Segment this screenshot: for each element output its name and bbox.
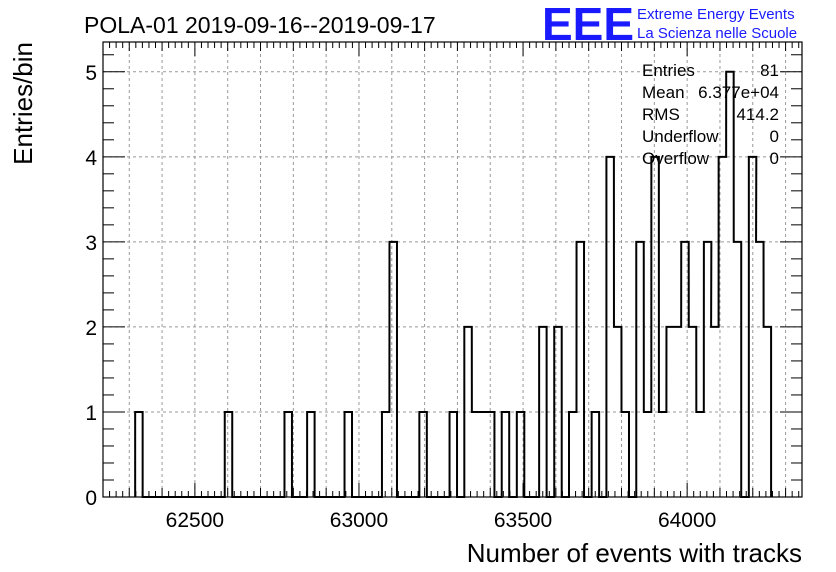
histogram-bin [554, 327, 561, 497]
histogram-bin [749, 157, 756, 497]
tick-labels: 0 1 2 3 4 5 62500 63000 63500 64000 [85, 62, 716, 532]
eee-logo: EEE Extreme Energy Events La Scienza nel… [542, 0, 797, 50]
eee-logo-line2: La Scienza nelle Scuole [637, 25, 797, 42]
stats-underflow-value: 0 [770, 127, 779, 146]
stats-rms-value: 414.2 [736, 105, 779, 124]
histogram-bin [382, 412, 389, 497]
histogram-bin [135, 412, 142, 497]
histogram-bin [636, 242, 643, 497]
stats-mean-label: Mean [642, 83, 685, 102]
stats-overflow-value: 0 [770, 149, 779, 168]
histogram-bin [592, 412, 599, 497]
histogram-bin [472, 412, 479, 497]
histogram-bin [225, 412, 232, 497]
histogram-bin [622, 412, 629, 497]
stats-rms-label: RMS [642, 105, 680, 124]
stats-entries-label: Entries [642, 61, 695, 80]
y-tick-label: 4 [85, 147, 97, 170]
histogram-bin [419, 412, 426, 497]
x-tick-label: 63000 [330, 509, 388, 532]
x-axis-title: Number of events with tracks [467, 538, 802, 568]
y-tick-label: 5 [85, 62, 97, 85]
histogram-bin [666, 327, 673, 497]
histogram-bin [711, 327, 718, 497]
histogram-bin [464, 327, 471, 497]
histogram-bin [389, 242, 396, 497]
histogram-bin [502, 412, 509, 497]
x-tick-label: 64000 [658, 509, 716, 532]
histogram-bin [606, 157, 613, 497]
histogram-bin [704, 242, 711, 497]
stats-underflow-label: Underflow [642, 127, 719, 146]
plot-frame [102, 41, 803, 498]
stats-box: Entries 81 Mean 6.377e+04 RMS 414.2 Unde… [642, 61, 779, 168]
y-tick-label: 3 [85, 232, 97, 255]
histogram-bin [307, 412, 314, 497]
histogram-bin [345, 412, 352, 497]
histogram-bin [569, 412, 576, 497]
histogram-bin [689, 327, 696, 497]
histogram-bin [719, 157, 726, 497]
histogram-bin [651, 157, 658, 497]
y-tick-label: 1 [85, 402, 97, 425]
histogram-bin [577, 242, 584, 497]
histogram-bin [539, 327, 546, 497]
y-axis-title: Entries/bin [8, 42, 38, 165]
histogram-bin [681, 242, 688, 497]
histogram-bin [517, 412, 524, 497]
eee-logo-line1: Extreme Energy Events [637, 6, 795, 23]
histogram-bin [734, 242, 741, 497]
histogram-bin [764, 327, 771, 497]
stats-mean-value: 6.377e+04 [698, 83, 779, 102]
y-tick-label: 0 [85, 487, 97, 510]
stats-entries-value: 81 [760, 61, 779, 80]
histogram-bin [756, 242, 763, 497]
histogram-bin [674, 327, 681, 497]
histogram-bin [659, 412, 666, 497]
histogram-bin [284, 412, 291, 497]
stats-overflow-label: Overflow [642, 149, 710, 168]
chart-title: POLA-01 2019-09-16--2019-09-17 [84, 12, 436, 38]
histogram-bin [696, 412, 703, 497]
histogram-bin [450, 412, 457, 497]
x-tick-label: 63500 [494, 509, 552, 532]
y-tick-label: 2 [85, 317, 97, 340]
histogram-bin [726, 72, 733, 497]
histogram-bin [479, 412, 486, 497]
grid-lines [103, 42, 802, 497]
histogram-bin [614, 327, 621, 497]
histogram-bin [487, 412, 494, 497]
x-tick-label: 62500 [166, 509, 224, 532]
histogram-bin [644, 412, 651, 497]
